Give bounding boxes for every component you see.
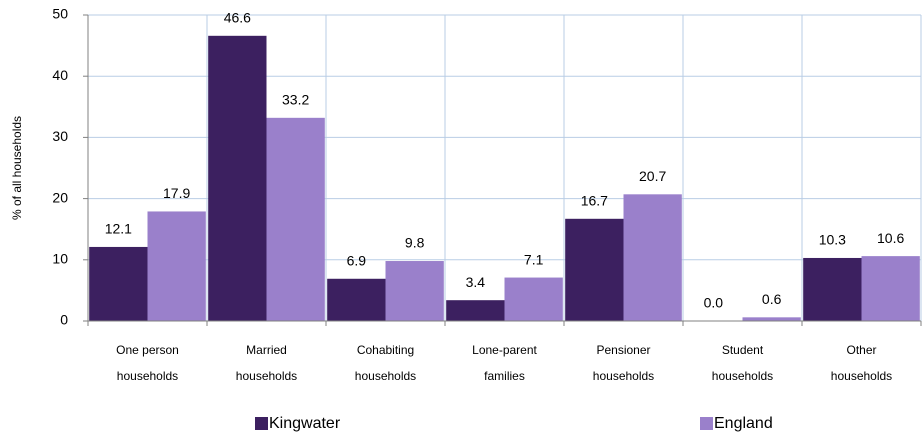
value-label: 0.6 xyxy=(762,291,782,307)
x-tick-label: Married xyxy=(246,343,287,357)
value-label: 9.8 xyxy=(405,235,425,251)
bar xyxy=(147,211,206,321)
y-tick-label: 40 xyxy=(52,67,68,83)
x-tick-label: households xyxy=(831,369,892,383)
value-label: 17.9 xyxy=(163,185,190,201)
bar xyxy=(861,256,920,321)
bar xyxy=(446,300,505,321)
x-tick-label: households xyxy=(236,369,297,383)
bar xyxy=(742,317,801,321)
bar xyxy=(266,117,325,321)
y-tick-label: 10 xyxy=(52,251,68,267)
x-tick-label: Pensioner xyxy=(596,343,650,357)
x-tick-label: families xyxy=(484,369,525,383)
legend-label: England xyxy=(714,415,773,432)
value-label: 33.2 xyxy=(282,92,309,108)
value-label: 20.7 xyxy=(639,168,666,184)
y-axis-label: % of all households xyxy=(10,116,24,220)
bar xyxy=(504,277,563,321)
legend-label: Kingwater xyxy=(269,415,341,432)
x-tick-label: Lone-parent xyxy=(472,343,537,357)
value-label: 10.3 xyxy=(819,232,846,248)
y-tick-label: 20 xyxy=(52,189,68,205)
bar xyxy=(565,218,624,321)
value-label: 16.7 xyxy=(581,192,608,208)
bar xyxy=(327,278,386,321)
x-tick-label: households xyxy=(712,369,773,383)
value-label: 7.1 xyxy=(524,251,544,267)
value-label: 10.6 xyxy=(877,230,904,246)
value-label: 0.0 xyxy=(704,295,724,311)
x-tick-label: Student xyxy=(722,343,764,357)
x-tick-label: households xyxy=(355,369,416,383)
y-tick-label: 0 xyxy=(60,312,68,328)
bar xyxy=(89,246,148,321)
value-label: 3.4 xyxy=(466,274,486,290)
bar xyxy=(385,261,444,321)
x-tick-label: households xyxy=(593,369,654,383)
value-label: 46.6 xyxy=(224,10,251,26)
bar xyxy=(208,35,267,322)
y-tick-label: 50 xyxy=(52,6,68,22)
legend-swatch xyxy=(255,417,268,430)
legend-swatch xyxy=(700,417,713,430)
x-tick-label: households xyxy=(117,369,178,383)
value-label: 12.1 xyxy=(105,221,132,237)
y-tick-label: 30 xyxy=(52,128,68,144)
value-label: 6.9 xyxy=(347,252,367,268)
x-tick-label: Other xyxy=(846,343,876,357)
x-tick-label: One person xyxy=(116,343,179,357)
bar xyxy=(623,194,682,321)
x-tick-label: Cohabiting xyxy=(357,343,414,357)
bar xyxy=(803,257,862,321)
